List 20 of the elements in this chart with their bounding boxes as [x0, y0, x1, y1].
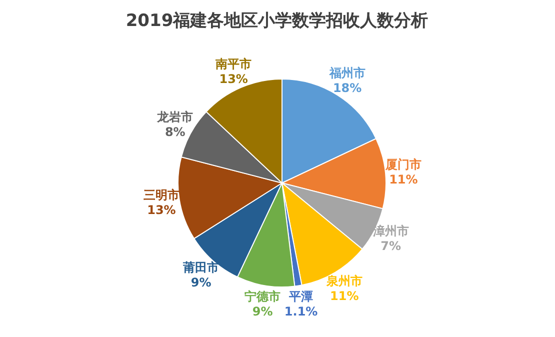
slice-label: 南平市 [214, 57, 252, 72]
data-label: 9% [190, 275, 212, 290]
slice-label: 三明市 [143, 188, 180, 202]
slice-label: 厦门市 [384, 157, 422, 172]
slice-label: 福州市 [328, 66, 366, 80]
data-label: 1.1% [284, 304, 318, 318]
data-label: 8% [164, 125, 186, 140]
chart-title: 2019福建各地区小学数学招收人数分析 [126, 11, 428, 31]
data-label: 18% [332, 80, 362, 95]
data-label: 7% [380, 239, 402, 254]
slice-label: 莆田市 [182, 260, 220, 274]
slice-label: 平潭 [288, 290, 314, 304]
slice-label: 泉州市 [325, 274, 362, 288]
data-label: 11% [389, 172, 418, 186]
slice-label: 龙岩市 [156, 110, 194, 124]
data-label: 9% [252, 304, 273, 318]
data-label: 11% [330, 288, 359, 303]
data-label: 13% [147, 202, 176, 217]
data-label: 13% [219, 72, 248, 86]
slice-label: 宁德市 [244, 289, 281, 304]
